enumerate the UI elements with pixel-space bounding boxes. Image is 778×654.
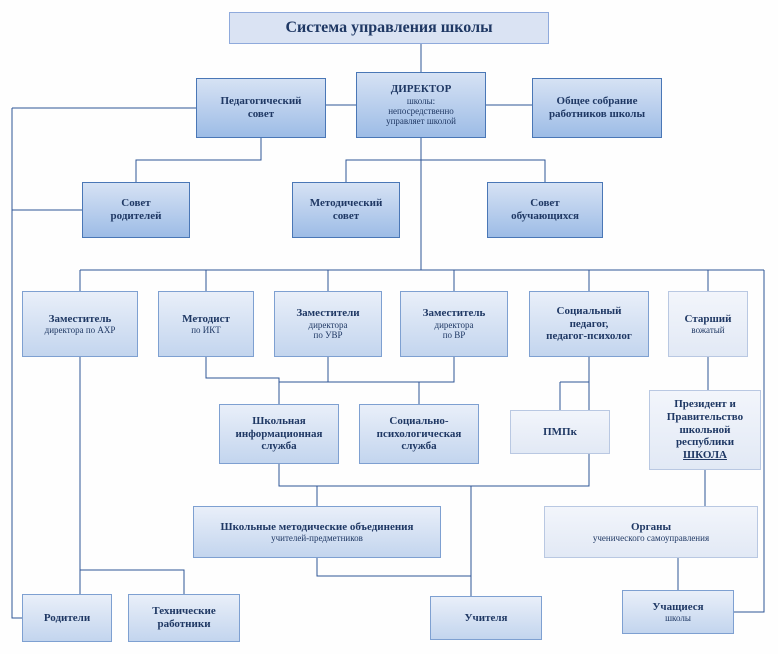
node-president-line: республики (676, 436, 734, 449)
node-sovet-rod-line: родителей (111, 210, 162, 223)
node-sovet-obuch: Советобучающихся (487, 182, 603, 238)
node-soc-psih-line: Социально- (389, 415, 448, 428)
title-text: Система управления школы (285, 19, 492, 37)
node-sovet-rod-line: Совет (121, 197, 150, 210)
node-soc-ped-line: педагог, (570, 318, 609, 331)
node-president: Президент иПравительствошкольнойреспубли… (649, 390, 761, 470)
node-metod-sovet-line: Методический (310, 197, 383, 210)
node-tech-rab: Техническиеработники (128, 594, 240, 642)
node-zam-vr-subline: по ВР (443, 330, 466, 340)
node-sovet-obuch-line: обучающихся (511, 210, 579, 223)
node-zam-ahr-subline: директора по АХР (45, 325, 116, 335)
node-soc-psih-line: психологическая (377, 428, 462, 441)
node-uchashiesya: Учащиесяшколы (622, 590, 734, 634)
node-shmo: Школьные методические объединенияучителе… (193, 506, 441, 558)
node-vozh: Старшийвожатый (668, 291, 748, 357)
node-ped-sovet-line: Педагогический (220, 95, 301, 108)
title-box: Система управления школы (229, 12, 549, 44)
node-metod-sovet: Методическийсовет (292, 182, 400, 238)
node-ped-sovet-line: совет (248, 108, 274, 121)
node-shmo-line: Школьные методические объединения (221, 521, 414, 534)
node-director-subline: управляет школой (386, 116, 456, 126)
node-vozh-subline: вожатый (691, 325, 724, 335)
node-zam-ahr: Заместительдиректора по АХР (22, 291, 138, 357)
node-soc-psih-line: служба (401, 440, 436, 453)
node-ped-sovet: Педагогическийсовет (196, 78, 326, 138)
node-soc-ped: Социальныйпедагог,педагог-психолог (529, 291, 649, 357)
node-soc-ped-line: педагог-психолог (546, 330, 632, 343)
node-president-extra: ШКОЛА (683, 449, 727, 462)
node-zam-vr-subline: директора (435, 320, 474, 330)
node-president-line: Президент и (674, 398, 736, 411)
node-metod-sovet-line: совет (333, 210, 359, 223)
node-tech-rab-line: Технические (152, 605, 215, 618)
node-director-line: ДИРЕКТОР (391, 83, 452, 96)
node-zam-vr: Заместительдиректорапо ВР (400, 291, 508, 357)
node-metodist-subline: по ИКТ (191, 325, 221, 335)
node-shmo-subline: учителей-предметников (271, 533, 363, 543)
node-organy-subline: ученического самоуправления (593, 533, 709, 543)
node-organy: Органыученического самоуправления (544, 506, 758, 558)
node-info-sluzhba: Школьнаяинформационнаяслужба (219, 404, 339, 464)
node-zam-uvr-subline: директора (309, 320, 348, 330)
node-metodist: Методистпо ИКТ (158, 291, 254, 357)
node-soc-ped-line: Социальный (557, 305, 622, 318)
node-vozh-line: Старший (685, 313, 732, 326)
node-uchashiesya-subline: школы (665, 613, 691, 623)
node-uchitelya: Учителя (430, 596, 542, 640)
node-obshee-line: Общее собрание (557, 95, 638, 108)
node-president-line: школьной (680, 424, 731, 437)
node-obshee-line: работников школы (549, 108, 645, 121)
node-roditeli: Родители (22, 594, 112, 642)
node-zam-uvr: Заместителидиректорапо УВР (274, 291, 382, 357)
node-director-subline: школы: (407, 96, 435, 106)
node-zam-vr-line: Заместитель (423, 307, 486, 320)
node-roditeli-line: Родители (44, 612, 90, 625)
node-info-sluzhba-line: информационная (236, 428, 323, 441)
node-president-line: Правительство (667, 411, 743, 424)
node-uchashiesya-line: Учащиеся (652, 601, 703, 614)
node-zam-ahr-line: Заместитель (49, 313, 112, 326)
node-director: ДИРЕКТОРшколы:непосредственноуправляет ш… (356, 72, 486, 138)
node-pmpk-line: ПМПк (543, 426, 577, 439)
node-soc-psih: Социально-психологическаяслужба (359, 404, 479, 464)
node-organy-line: Органы (631, 521, 671, 534)
node-zam-uvr-subline: по УВР (314, 330, 343, 340)
node-director-subline: непосредственно (388, 106, 454, 116)
node-pmpk: ПМПк (510, 410, 610, 454)
node-metodist-line: Методист (182, 313, 230, 326)
node-info-sluzhba-line: служба (261, 440, 296, 453)
node-uchitelya-line: Учителя (464, 612, 507, 625)
node-sovet-obuch-line: Совет (530, 197, 559, 210)
node-zam-uvr-line: Заместители (296, 307, 359, 320)
node-sovet-rod: Советродителей (82, 182, 190, 238)
node-tech-rab-line: работники (157, 618, 210, 631)
node-info-sluzhba-line: Школьная (252, 415, 305, 428)
node-obshee: Общее собраниеработников школы (532, 78, 662, 138)
